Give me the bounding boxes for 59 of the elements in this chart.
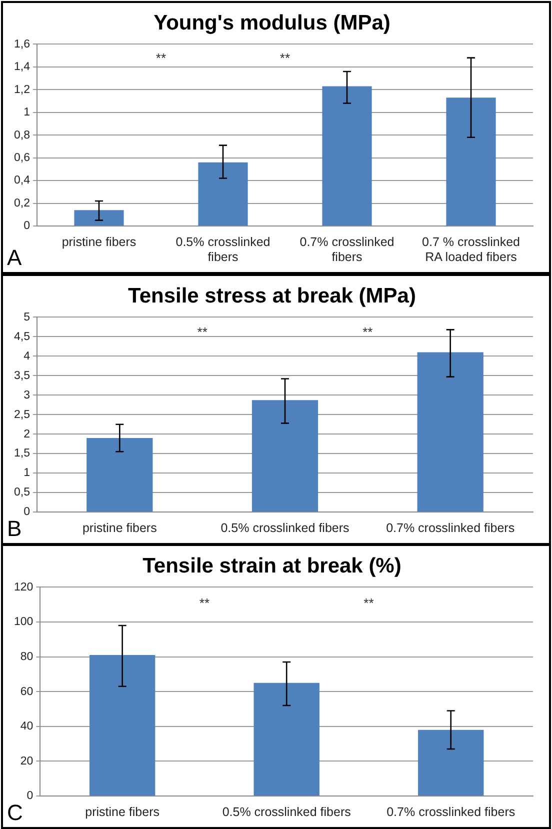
- bar: [86, 438, 153, 512]
- chart-title: Tensile stress at break (MPa): [128, 284, 416, 308]
- x-tick-label: pristine fibers: [85, 804, 160, 819]
- x-tick-label: pristine fibers: [82, 520, 157, 535]
- x-tick-label: pristine fibers: [62, 234, 136, 249]
- y-tick-label: 1: [24, 467, 30, 480]
- y-tick-label: 5: [24, 311, 30, 324]
- bar: [418, 730, 484, 796]
- bar: [446, 98, 496, 226]
- x-tick-label: 0.7% crosslinked fibers: [386, 804, 516, 819]
- x-tick-label: 0.5% crosslinked fibers: [176, 234, 270, 264]
- y-tick-label: 1,6: [14, 38, 30, 50]
- annotation: **: [362, 324, 373, 340]
- y-tick-label: 1,4: [14, 61, 31, 74]
- chart-title: Young's modulus (MPa): [154, 11, 390, 34]
- bar: [198, 162, 248, 226]
- bar: [252, 400, 318, 512]
- bar: [417, 352, 484, 512]
- bar: [254, 682, 320, 796]
- y-tick-label: 2: [24, 428, 30, 440]
- y-tick-label: 1,5: [14, 448, 30, 460]
- y-tick-label: 0,4: [14, 174, 31, 187]
- y-tick-label: 0,2: [14, 197, 30, 210]
- annotation: **: [364, 595, 374, 610]
- y-tick-label: 4,5: [14, 330, 30, 343]
- y-tick-label: 40: [20, 720, 34, 733]
- y-tick-label: 1,2: [14, 84, 30, 96]
- x-tick-label: 0.5% crosslinked fibers: [222, 804, 351, 819]
- y-tick-label: 120: [14, 581, 34, 594]
- x-tick-label: 0.7 % crosslinked RA loaded fibers: [422, 234, 520, 264]
- bar: [322, 86, 372, 226]
- y-tick-label: 2,5: [14, 408, 30, 421]
- annotation: **: [280, 50, 290, 66]
- y-tick-label: 60: [20, 686, 34, 698]
- chart-title: Tensile strain at break (%): [142, 554, 402, 578]
- text: C: [7, 800, 23, 826]
- y-tick-label: 80: [20, 650, 34, 663]
- y-tick-label: 0,6: [14, 152, 30, 164]
- annotation: **: [156, 50, 166, 66]
- y-tick-label: 3: [24, 389, 30, 402]
- annotation: **: [197, 324, 208, 340]
- y-tick-label: 3,5: [14, 370, 30, 382]
- y-tick-label: 20: [20, 755, 34, 768]
- x-tick-label: 0.5% crosslinked fibers: [220, 520, 350, 535]
- y-tick-label: 0: [24, 506, 30, 518]
- y-tick-label: 4: [24, 350, 31, 362]
- y-tick-label: 0,5: [14, 486, 30, 499]
- text: B: [7, 516, 22, 542]
- y-tick-label: 0: [26, 790, 34, 802]
- y-tick-label: 0: [24, 220, 30, 232]
- bar: [74, 210, 124, 226]
- y-tick-label: 0,8: [14, 129, 30, 142]
- annotation: **: [199, 595, 210, 610]
- x-tick-label: 0.7% crosslinked fibers: [300, 234, 394, 264]
- y-tick-label: 1: [24, 106, 30, 119]
- text: A: [7, 245, 22, 270]
- x-tick-label: 0.7% crosslinked fibers: [386, 520, 515, 535]
- bar: [89, 655, 156, 796]
- y-tick-label: 100: [14, 616, 34, 628]
